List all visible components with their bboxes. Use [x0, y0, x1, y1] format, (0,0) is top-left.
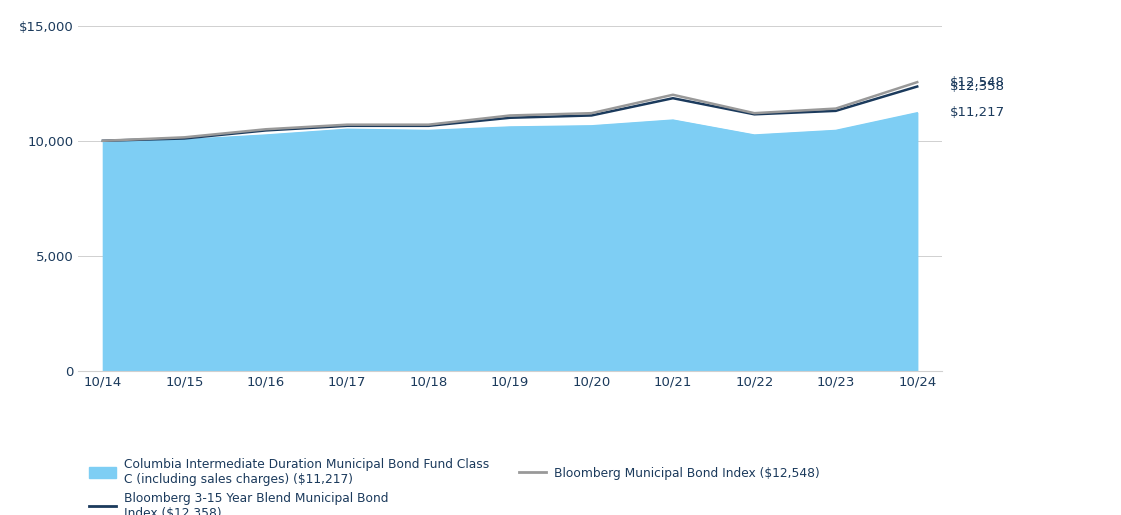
Text: $12,358: $12,358	[951, 80, 1006, 93]
Legend: Columbia Intermediate Duration Municipal Bond Fund Class
C (including sales char: Columbia Intermediate Duration Municipal…	[84, 453, 824, 515]
Text: $12,548: $12,548	[951, 76, 1006, 89]
Text: $11,217: $11,217	[951, 106, 1006, 119]
